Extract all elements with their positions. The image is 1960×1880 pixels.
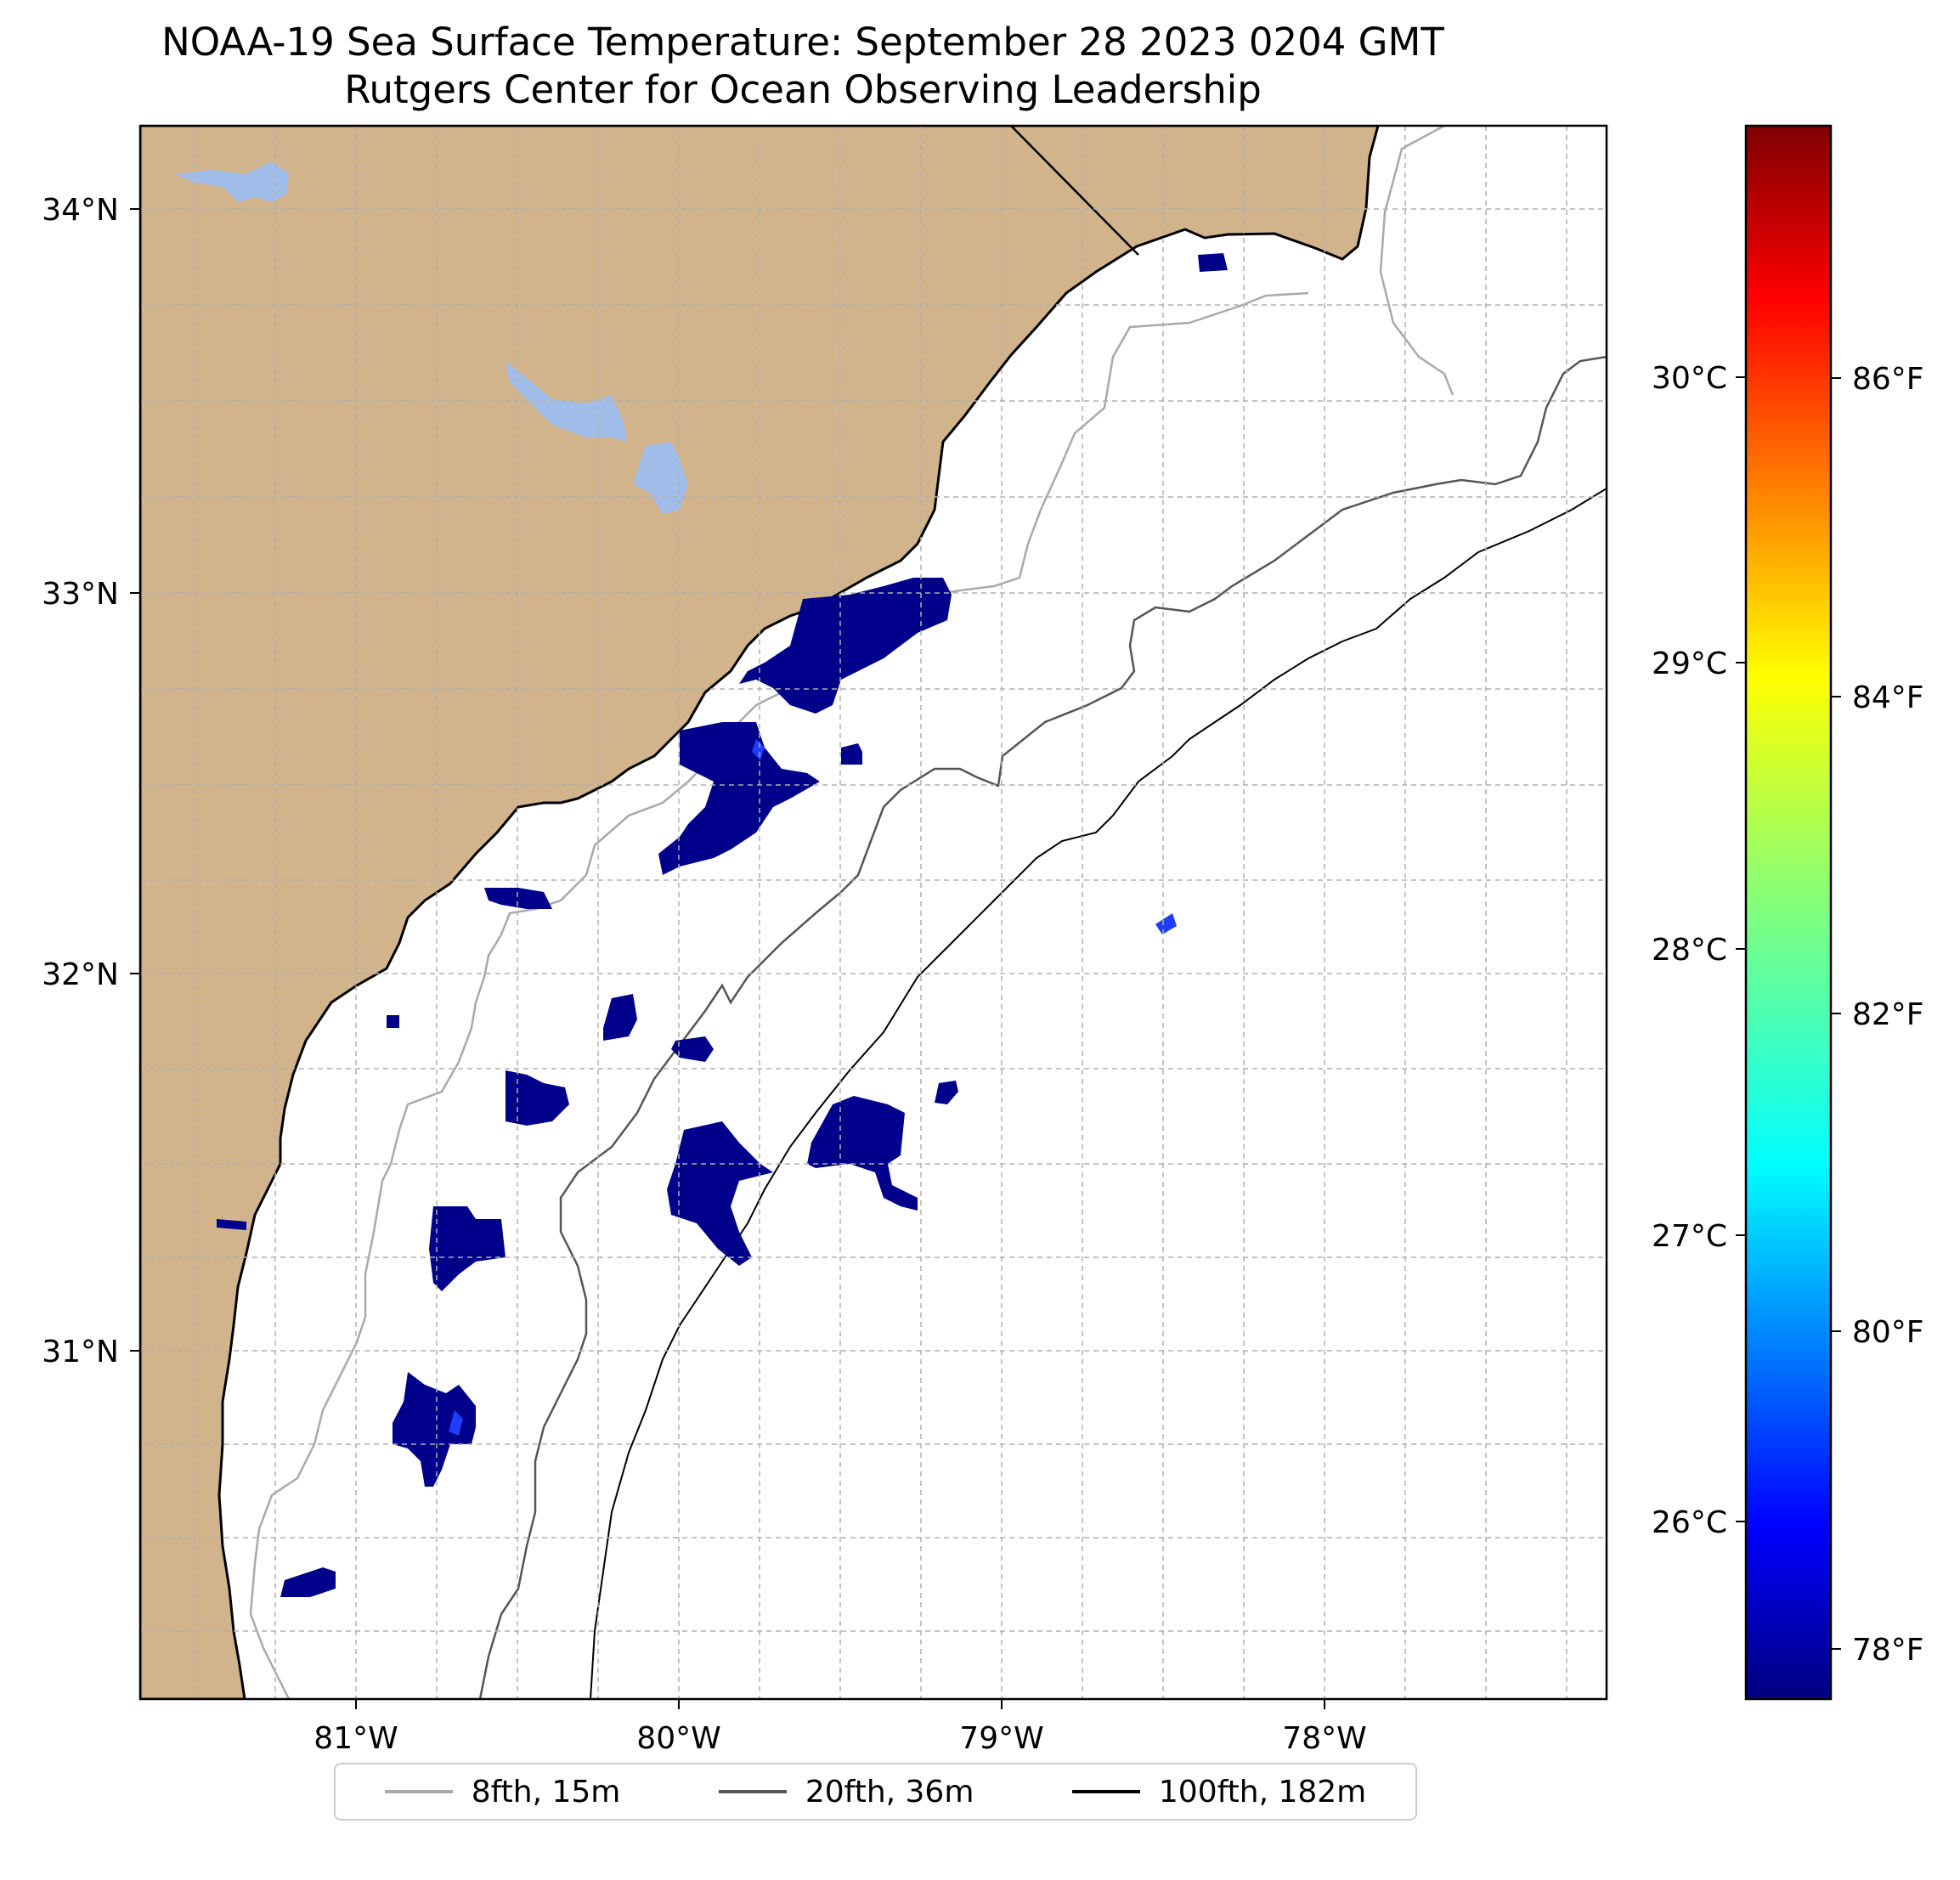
lon-label-81w: 81°W (313, 1721, 398, 1756)
lat-label-33n: 33°N (42, 577, 119, 612)
sst-patch (752, 739, 765, 760)
sst-patch (484, 888, 552, 909)
map-frame (138, 124, 1608, 1701)
lat-label-34n: 34°N (42, 193, 119, 228)
title-line-2: Rutgers Center for Ocean Observing Leade… (344, 67, 1262, 112)
lake-north (174, 161, 289, 202)
colorbar-f-80: 80°F (1852, 1315, 1924, 1350)
sst-patch (671, 1036, 714, 1062)
legend-item-8fth: 8fth, 15m (384, 1774, 621, 1809)
gridlines (140, 126, 1607, 1699)
sst-patches (217, 253, 1228, 1597)
lat-label-32n: 32°N (42, 957, 119, 992)
colorbar-c-29: 29°C (1652, 646, 1727, 681)
sst-patch (506, 1070, 569, 1126)
legend-label-100fth: 100fth, 182m (1158, 1774, 1367, 1809)
lake-moultrie (633, 442, 688, 514)
title-line-1: NOAA-19 Sea Surface Temperature: Septemb… (161, 20, 1444, 65)
sst-patch (841, 743, 862, 765)
axis-ticks (130, 208, 1325, 1709)
sst-patch (935, 1081, 958, 1104)
contour-20fth (478, 355, 1607, 1699)
legend-line-8fth (384, 1790, 453, 1793)
land (140, 126, 1380, 1699)
legend-item-20fth: 20fth, 36m (718, 1774, 974, 1809)
sst-patch (429, 1206, 506, 1291)
lat-label-31n: 31°N (42, 1335, 119, 1369)
lon-label-80w: 80°W (636, 1721, 720, 1756)
sst-patch (280, 1567, 336, 1597)
lon-label-78w: 78°W (1282, 1721, 1366, 1756)
colorbar-c-28: 28°C (1652, 933, 1727, 968)
legend-line-100fth (1071, 1790, 1140, 1793)
colorbar-c-26: 26°C (1652, 1505, 1727, 1540)
sst-patch (449, 1410, 463, 1436)
sst-patch (387, 1015, 399, 1028)
colorbar-f-82: 82°F (1852, 997, 1924, 1032)
legend-line-20fth (718, 1790, 787, 1793)
legend-label-20fth: 20fth, 36m (805, 1774, 974, 1809)
colorbar-ticks (1736, 376, 1841, 1650)
colorbar-f-86: 86°F (1852, 362, 1924, 397)
legend-label-8fth: 8fth, 15m (471, 1774, 621, 1809)
colorbar-f-84: 84°F (1852, 680, 1924, 715)
contour-100fth (590, 488, 1607, 1699)
lake-marion (506, 361, 627, 442)
sst-patch (667, 1121, 773, 1266)
sst-patch (603, 994, 637, 1041)
legend-item-100fth: 100fth, 182m (1071, 1774, 1367, 1809)
map-title: NOAA-19 Sea Surface Temperature: Septemb… (0, 19, 1606, 114)
lon-label-79w: 79°W (959, 1721, 1043, 1756)
sst-patch (739, 578, 952, 714)
sst-patch (1155, 913, 1177, 934)
sst-patch (807, 1096, 918, 1211)
sst-patch (393, 1372, 476, 1487)
sst-patch (217, 1219, 246, 1230)
contour-legend: 8fth, 15m 20fth, 36m 100fth, 182m (334, 1763, 1417, 1821)
sst-patch (1198, 253, 1228, 272)
state-boundary (1010, 126, 1139, 256)
colorbar-c-27: 27°C (1652, 1219, 1727, 1254)
colorbar-c-30: 30°C (1652, 361, 1727, 396)
sst-patch (658, 722, 820, 875)
colorbar-f-78: 78°F (1852, 1633, 1924, 1668)
colorbar (1744, 124, 1833, 1701)
